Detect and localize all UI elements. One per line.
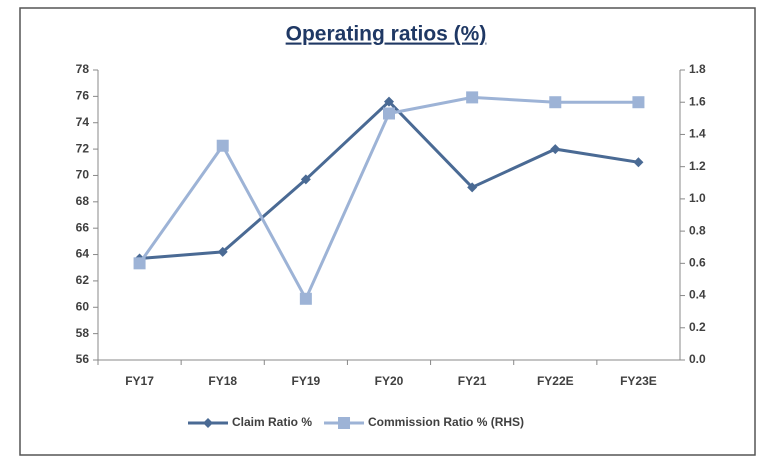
y-tick-label: 64 [76, 247, 90, 261]
legend-label: Claim Ratio % [232, 415, 312, 429]
y2-tick-label: 1.4 [689, 127, 706, 141]
x-tick-label: FY18 [208, 374, 237, 388]
y2-tick-label: 1.2 [689, 159, 706, 173]
chart-title: Operating ratios (%) [286, 23, 487, 46]
y2-tick-label: 0.6 [689, 256, 706, 270]
x-tick-label: FY22E [537, 374, 574, 388]
y2-tick-label: 0.8 [689, 223, 706, 237]
x-tick-label: FY21 [458, 374, 487, 388]
x-tick-label: FY23E [620, 374, 657, 388]
data-point [383, 107, 395, 120]
y-tick-label: 78 [76, 62, 90, 76]
y-tick-label: 66 [76, 220, 90, 234]
y-tick-label: 62 [76, 273, 90, 287]
data-point [133, 257, 146, 270]
y-tick-label: 70 [76, 168, 90, 182]
data-point [300, 174, 311, 185]
y2-tick-label: 0.4 [689, 288, 706, 302]
y2-tick-label: 1.8 [689, 62, 706, 76]
x-tick-label: FY19 [292, 374, 321, 388]
x-tick-label: FY20 [375, 374, 404, 388]
data-point [633, 157, 644, 168]
legend-marker [203, 418, 213, 428]
chart-frame [19, 7, 756, 456]
y2-tick-label: 1.0 [689, 191, 706, 205]
y-tick-label: 74 [76, 115, 90, 129]
y-tick-label: 58 [76, 326, 90, 340]
data-point [550, 144, 561, 155]
y-tick-label: 68 [76, 194, 90, 208]
data-point [216, 139, 229, 152]
data-point [217, 246, 228, 257]
y-tick-label: 76 [76, 89, 90, 103]
data-point [549, 96, 562, 109]
y-tick-label: 60 [76, 299, 90, 313]
legend-label: Commission Ratio % (RHS) [368, 415, 524, 429]
y-tick-label: 56 [76, 352, 90, 366]
y2-tick-label: 1.6 [689, 94, 706, 108]
legend-marker [338, 417, 351, 429]
x-tick-label: FY17 [125, 374, 154, 388]
data-point [466, 91, 479, 104]
y2-tick-label: 0.0 [689, 352, 706, 366]
y2-tick-label: 0.2 [689, 320, 706, 334]
data-point [299, 292, 312, 305]
data-point [632, 96, 645, 109]
data-point [384, 96, 394, 107]
y-tick-label: 72 [76, 141, 90, 155]
data-point [467, 182, 478, 193]
